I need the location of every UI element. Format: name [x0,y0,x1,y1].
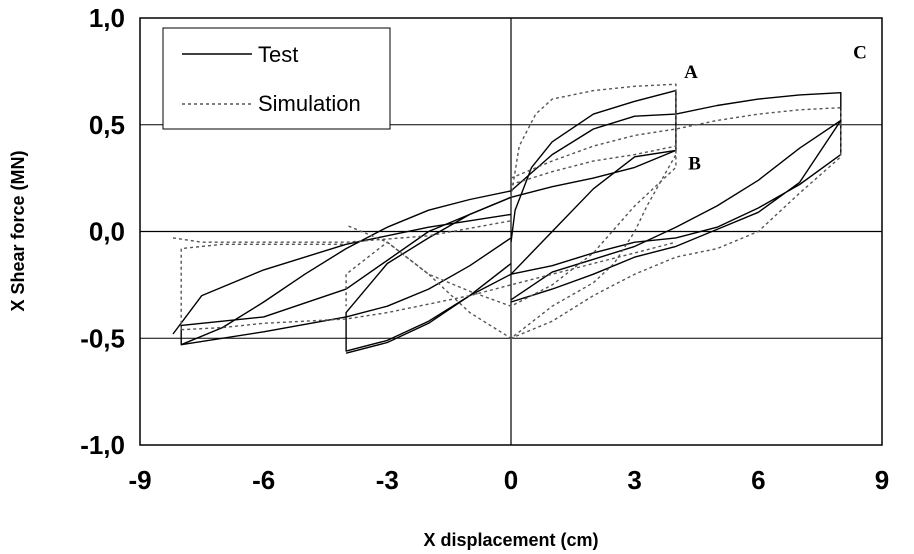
annotation-a: A [684,62,698,83]
series-layer [172,83,842,354]
y-tick-label: -1,0 [80,430,125,460]
series-simulation-loop-5 [345,145,677,307]
x-tick-label: 0 [504,465,518,495]
series-test-loop-0 [345,89,677,352]
series-simulation-loop-4 [180,243,347,330]
legend-simulation-label: Simulation [258,91,361,116]
x-tick-label: 3 [627,465,641,495]
y-tick-label: -0,5 [80,323,125,353]
legend-box [162,27,391,130]
series-test-loop-1 [510,92,842,301]
x-tick-label: -6 [252,465,275,495]
annotation-b: B [688,154,701,175]
y-tick-label: 0,0 [89,217,125,247]
y-axis-title: X Shear force (MN) [8,150,28,311]
x-tick-label: -9 [128,465,151,495]
series-test-loop-5 [180,190,512,346]
annotation-c: C [853,43,867,64]
series-test-loop-2 [510,119,842,303]
series-test-loop-3 [345,149,677,354]
x-tick-label: -3 [376,465,399,495]
series-simulation-loop-0 [345,83,677,339]
x-tick-label: 9 [875,465,889,495]
x-tick-label: 6 [751,465,765,495]
annotations: A B C [684,43,867,175]
legend-test-label: Test [258,42,298,67]
series-simulation-loop-1 [510,107,842,339]
series-simulation-loop-2 [172,220,512,243]
y-tick-labels: 1,0 0,5 0,0 -0,5 -1,0 [80,3,125,460]
series-test-loop-6 [172,213,512,335]
y-tick-label: 1,0 [89,3,125,33]
legend: Test Simulation [162,27,391,130]
x-tick-labels: -9 -6 -3 0 3 6 9 [128,465,889,495]
x-axis-title: X displacement (cm) [423,530,598,550]
y-tick-label: 0,5 [89,110,125,140]
series-simulation-loop-3 [181,241,677,331]
